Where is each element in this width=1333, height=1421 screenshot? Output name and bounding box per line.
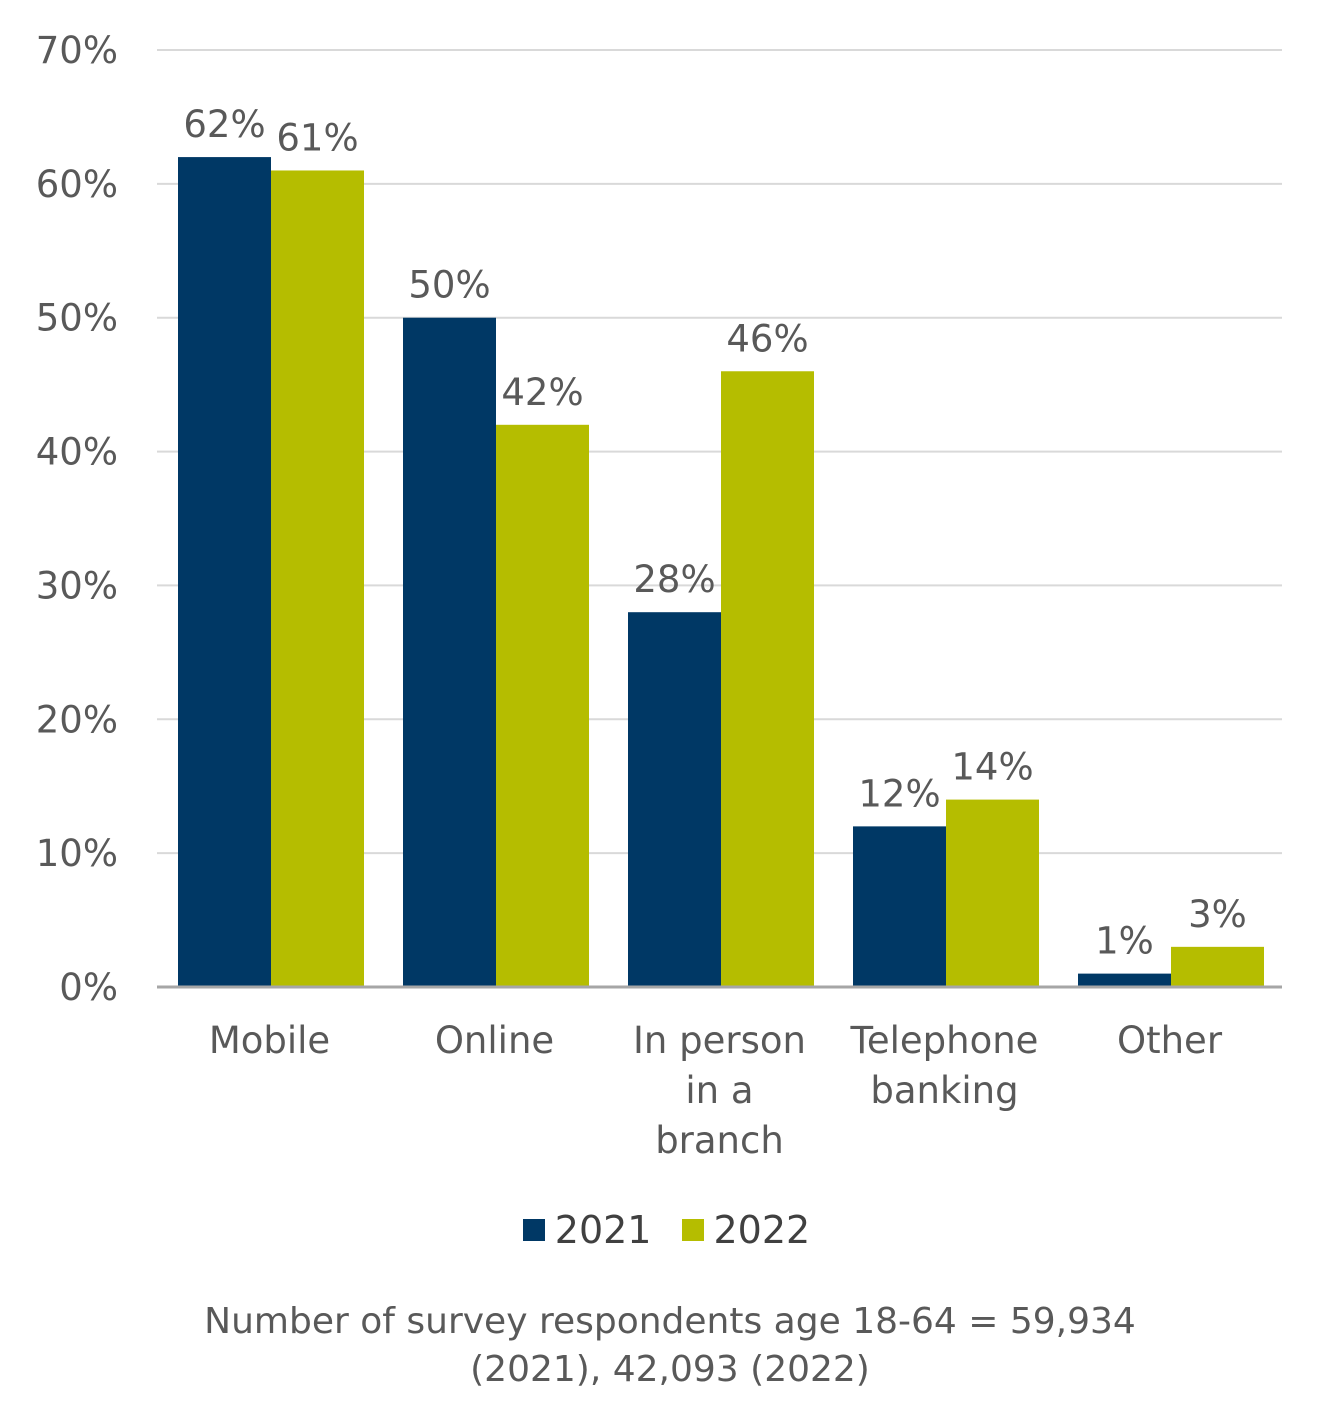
bar-2021 bbox=[178, 157, 271, 988]
x-tick-label-line: Other bbox=[1117, 1019, 1223, 1062]
data-label: 28% bbox=[633, 558, 715, 601]
bar-2022 bbox=[721, 371, 814, 987]
data-label: 14% bbox=[951, 746, 1033, 789]
bar-2021 bbox=[853, 826, 946, 987]
x-tick-label: Mobile bbox=[209, 1019, 330, 1062]
bar-chart: 0% 10% 20% 30% 40% 50% 60% 70% 62% 50% 28% 12% 1% 61%… bbox=[36, 29, 1282, 1162]
bar-2022 bbox=[496, 424, 589, 987]
legend-label-2021: 2021 bbox=[554, 1208, 652, 1252]
y-tick-label: 20% bbox=[36, 698, 118, 741]
legend-item-2021: 2021 bbox=[522, 1208, 652, 1252]
x-tick-label: Telephone banking bbox=[850, 1019, 1039, 1112]
x-tick-label: In person in a branch bbox=[633, 1019, 806, 1162]
bar-2021 bbox=[403, 317, 496, 987]
y-tick-label: 60% bbox=[36, 163, 118, 206]
legend-swatch-2022 bbox=[681, 1219, 704, 1241]
bar-2022 bbox=[1171, 946, 1264, 987]
y-tick-label: 10% bbox=[36, 832, 118, 875]
bar-2022 bbox=[271, 170, 364, 987]
y-tick-label: 30% bbox=[36, 564, 118, 607]
x-tick-label-line: Mobile bbox=[209, 1019, 330, 1062]
legend-label-2022: 2022 bbox=[713, 1208, 811, 1252]
data-label: 42% bbox=[501, 371, 583, 414]
x-tick-label-line: Online bbox=[435, 1019, 554, 1062]
x-tick-label-line: in a bbox=[685, 1069, 753, 1112]
y-tick-label: 40% bbox=[36, 431, 118, 474]
bar-2021 bbox=[1078, 973, 1171, 987]
x-tick-label-line: In person bbox=[633, 1019, 806, 1062]
y-tick-label: 70% bbox=[36, 29, 118, 72]
data-label: 3% bbox=[1188, 893, 1247, 936]
data-label: 61% bbox=[276, 116, 358, 159]
data-label: 12% bbox=[858, 772, 940, 815]
y-tick-label: 0% bbox=[59, 966, 118, 1009]
data-label: 1% bbox=[1095, 920, 1154, 963]
data-label: 62% bbox=[183, 103, 265, 146]
data-label: 46% bbox=[726, 317, 808, 360]
legend-item-2022: 2022 bbox=[681, 1208, 811, 1252]
x-tick-label-line: Telephone bbox=[850, 1019, 1039, 1062]
x-tick-label: Other bbox=[1117, 1019, 1223, 1062]
legend-swatch-2021 bbox=[522, 1219, 545, 1241]
y-tick-label: 50% bbox=[36, 297, 118, 340]
chart-note: Number of survey respondents age 18-64 =… bbox=[204, 1301, 1136, 1390]
legend: 2021 2022 bbox=[0, 1205, 1333, 1255]
x-tick-label-line: banking bbox=[870, 1069, 1018, 1112]
bar-2022 bbox=[946, 799, 1039, 987]
x-tick-label-line: branch bbox=[655, 1119, 784, 1162]
data-label: 50% bbox=[408, 264, 490, 307]
bar-2021 bbox=[628, 612, 721, 987]
x-tick-label: Online bbox=[435, 1019, 554, 1062]
